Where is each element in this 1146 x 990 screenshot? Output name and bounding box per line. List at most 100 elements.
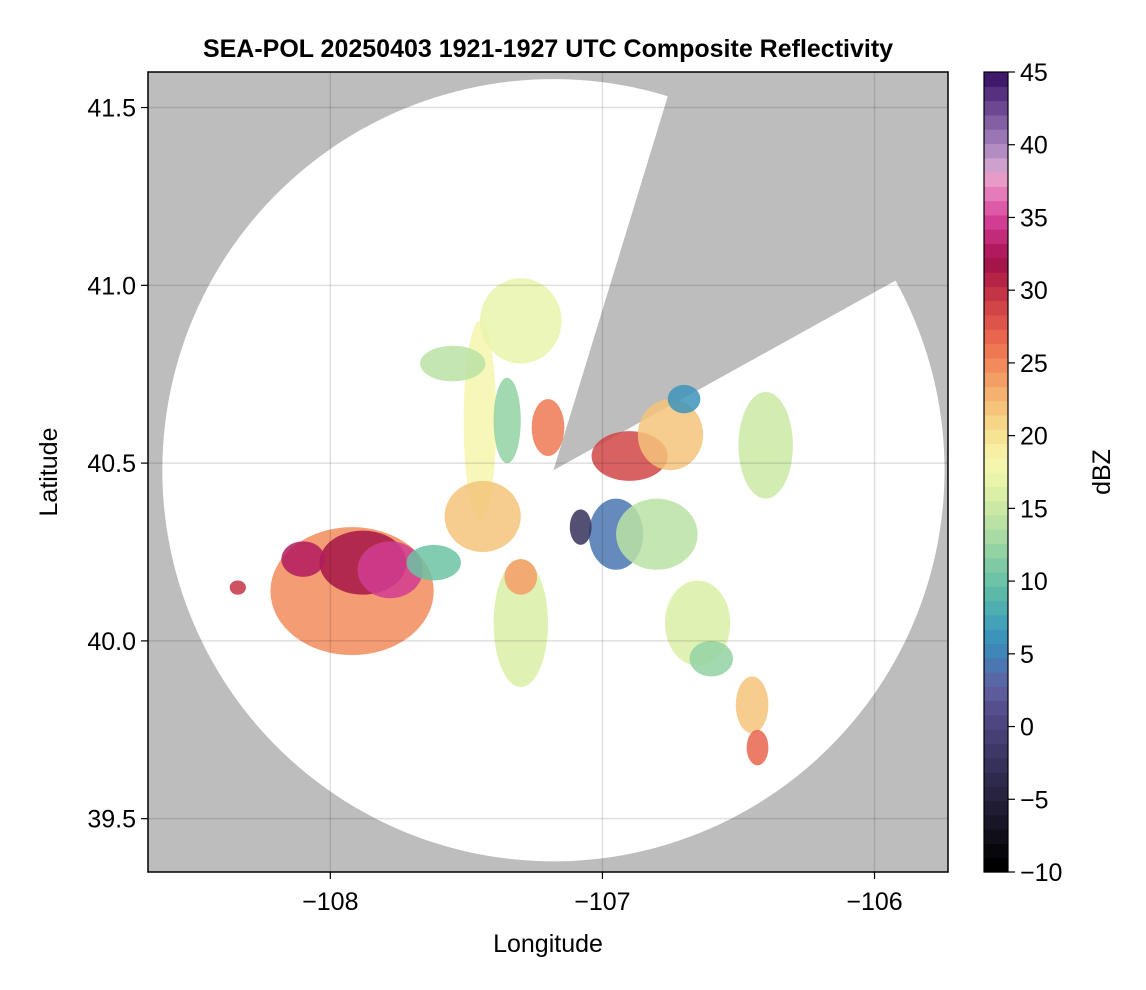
colorbar-segment [984,729,1008,745]
y-tick-label: 40.0 [87,628,136,656]
colorbar-segment [984,814,1008,830]
colorbar-tick-label: 25 [1020,350,1048,378]
colorbar-segment [984,800,1008,816]
y-axis-ticks: 39.5 40.0 40.5 41.0 41.5 [87,95,148,834]
y-tick-label: 41.5 [87,95,136,123]
storm-cell [479,278,562,364]
colorbar-segment [984,386,1008,402]
colorbar-segment [984,414,1008,430]
colorbar-segment [984,100,1008,116]
colorbar-segment [984,786,1008,802]
y-axis-label: Latitude [35,428,63,517]
storm-cell [667,384,701,414]
x-tick-label: −108 [302,888,358,916]
storm-cell [420,345,486,382]
y-tick-label: 39.5 [87,806,136,834]
storm-cell [406,544,461,581]
colorbar-segment [984,772,1008,787]
colorbar [984,72,1008,873]
colorbar-segment [984,143,1008,159]
colorbar-segment [984,586,1008,602]
colorbar-segment [984,743,1008,759]
colorbar-segment [984,714,1008,730]
colorbar-segment [984,500,1008,516]
colorbar-segment [984,114,1008,130]
colorbar-segment [984,486,1008,502]
colorbar-tick-label: −5 [1020,786,1049,814]
storm-cell [616,498,698,570]
colorbar-segment [984,300,1008,316]
colorbar-tick-label: 35 [1020,204,1048,232]
colorbar-segment [984,457,1008,473]
colorbar-segment [984,529,1008,545]
colorbar-segment [984,543,1008,559]
colorbar-segment [984,243,1008,259]
colorbar-segment [984,157,1008,173]
colorbar-frame [983,71,1009,873]
grid-lines [148,72,948,872]
x-axis-label: Longitude [493,930,603,958]
colorbar-segment [984,829,1008,845]
colorbar-segment [984,314,1008,330]
colorbar-segment [984,643,1008,659]
storm-cell [746,729,769,766]
plot-frame [147,71,949,873]
colorbar-segment [984,572,1008,587]
colorbar-segment [984,329,1008,345]
x-tick-label: −107 [574,888,630,916]
colorbar-segment [984,443,1008,459]
colorbar-segment [984,514,1008,530]
colorbar-tick-label: 15 [1020,495,1048,523]
colorbar-tick-label: −10 [1020,859,1062,887]
colorbar-tick-label: 20 [1020,423,1048,451]
plot-area [148,72,948,872]
storm-cell [281,541,325,577]
storm-cell [569,509,592,545]
colorbar-segment [984,257,1008,273]
colorbar-segment [984,357,1008,373]
storm-cell [229,580,246,595]
colorbar-segment [984,557,1008,573]
storm-cell [504,559,538,595]
x-axis-ticks: −108 −107 −106 [302,872,903,916]
colorbar-segment [984,172,1008,187]
colorbar-segment [984,400,1008,416]
colorbar-segment [984,229,1008,245]
colorbar-segment [984,686,1008,702]
colorbar-segment [984,600,1008,616]
storm-cell [637,399,704,471]
y-tick-label: 40.5 [87,450,136,478]
colorbar-segment [984,200,1008,216]
colorbar-segment [984,629,1008,645]
colorbar-label: dBZ [1088,449,1116,495]
storm-cell [444,480,521,552]
colorbar-segment [984,72,1008,87]
colorbar-segment [984,614,1008,630]
storm-cell [738,392,793,499]
chart-title: SEA-POL 20250403 1921-1927 UTC Composite… [203,35,893,63]
storm-cell [493,377,521,464]
colorbar-segment [984,672,1008,687]
colorbar-segment [984,757,1008,773]
storm-cell [493,559,548,688]
radar-coverage-area [162,79,945,862]
colorbar-segment [984,286,1008,302]
colorbar-tick-label: 30 [1020,277,1048,305]
y-tick-label: 41.0 [87,272,136,300]
colorbar-ticks: −10 −5 0 5 10 15 20 25 30 35 40 45 [1008,59,1062,887]
colorbar-segment [984,700,1008,716]
colorbar-segment [984,843,1008,859]
colorbar-tick-label: 40 [1020,132,1048,160]
storm-cell [531,399,565,456]
colorbar-tick-label: 10 [1020,568,1048,596]
colorbar-segment [984,343,1008,359]
storm-cell [357,541,423,599]
colorbar-segment [984,372,1008,387]
colorbar-segment [984,472,1008,487]
storm-cells [229,278,793,766]
colorbar-segment [984,857,1008,873]
storm-cell [735,676,769,734]
colorbar-segment [984,429,1008,445]
colorbar-tick-label: 5 [1020,641,1034,669]
